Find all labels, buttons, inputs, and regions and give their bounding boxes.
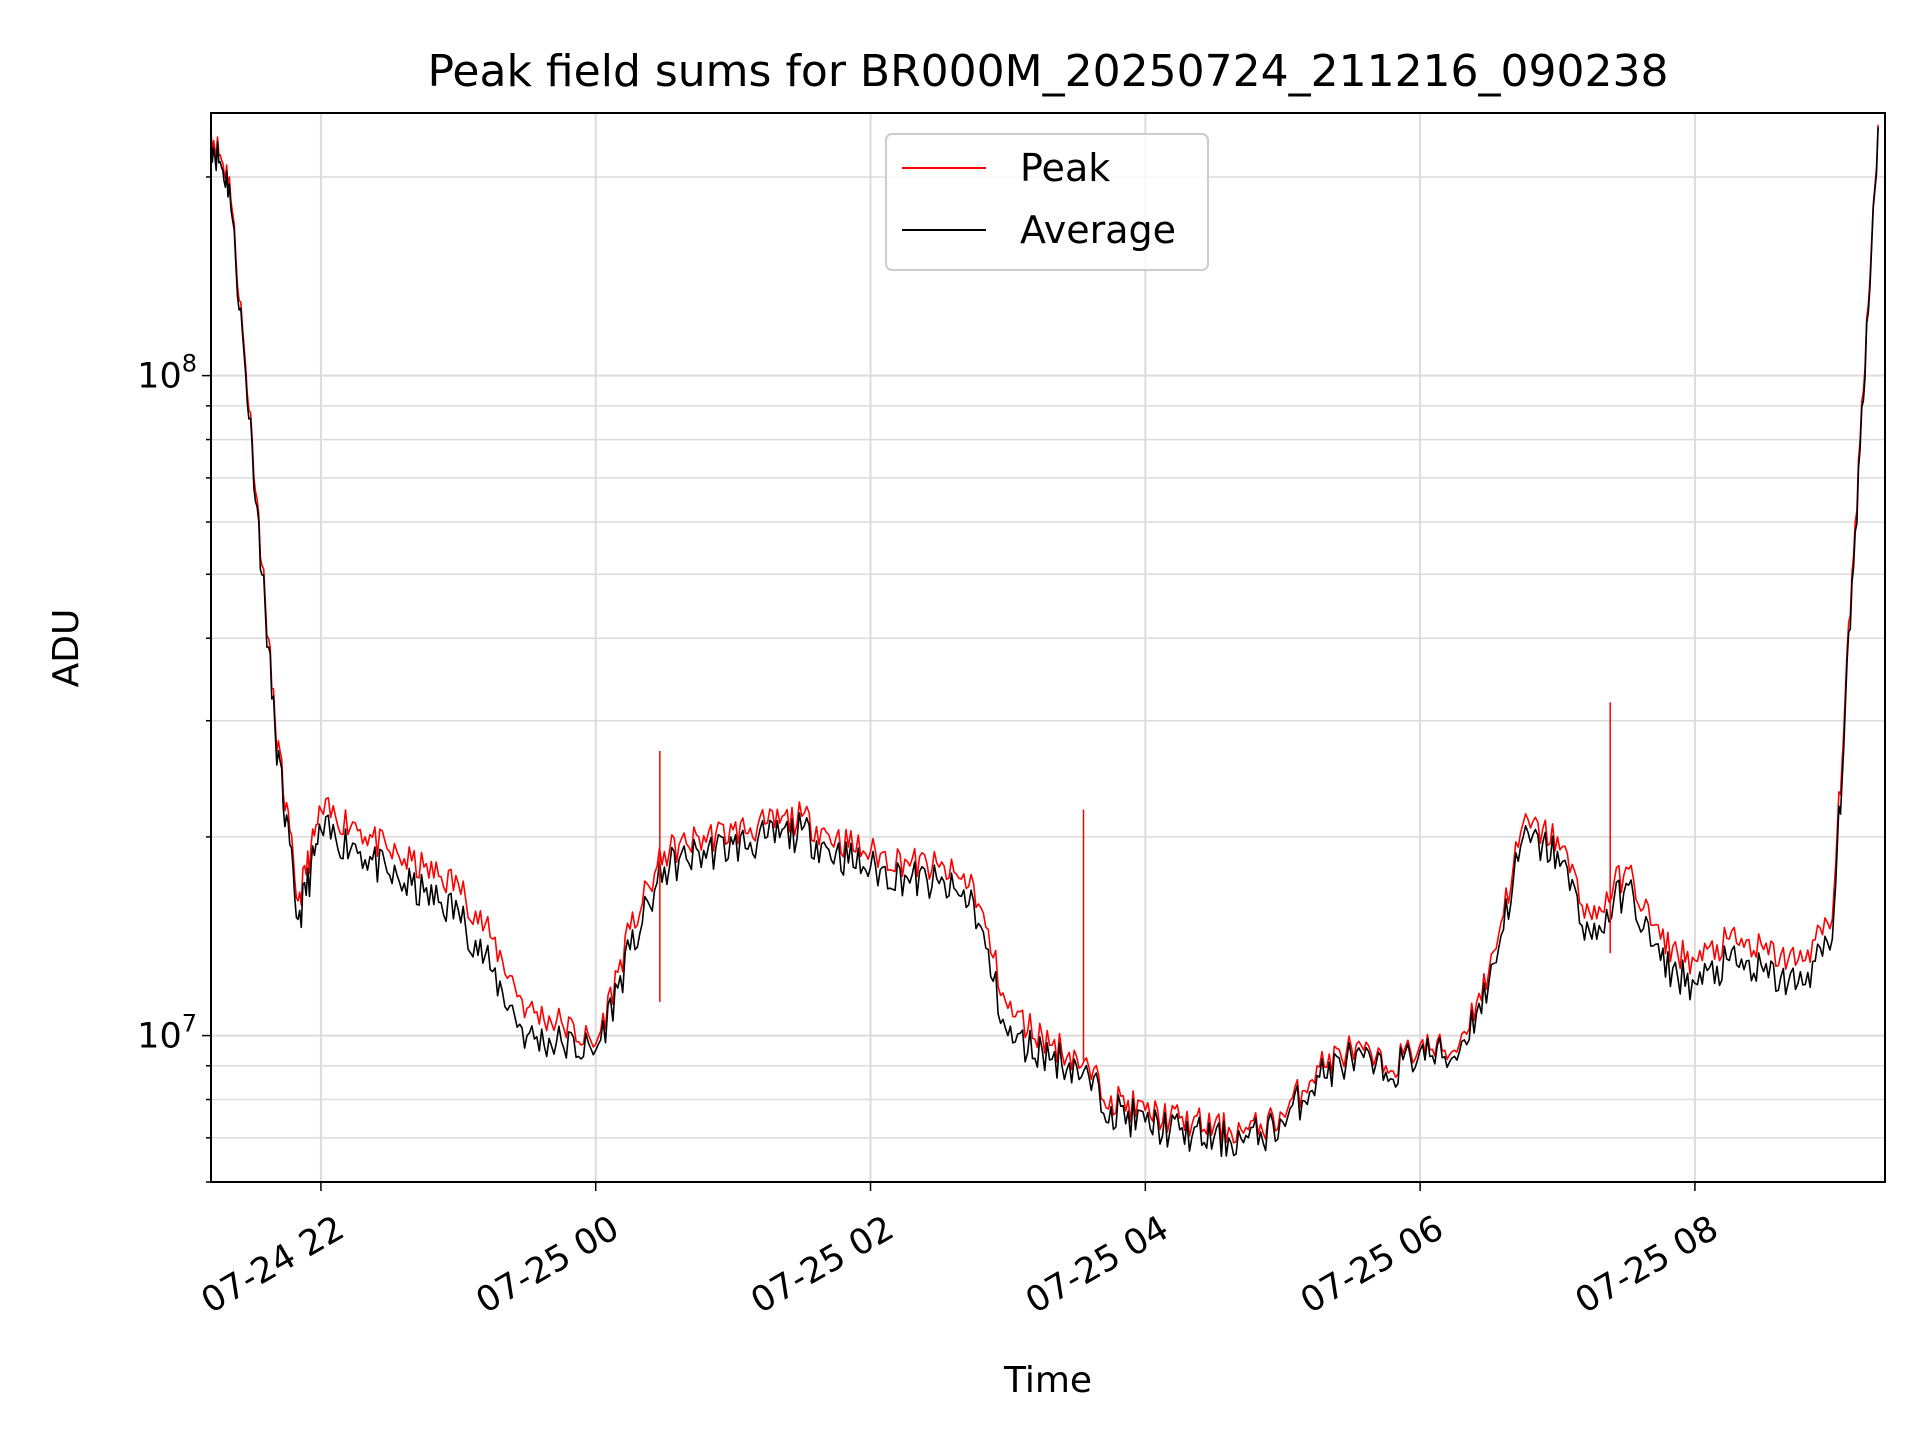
series-layer [210, 124, 1879, 1158]
y-tick-label-base: 10 [137, 357, 182, 397]
y-tick-label-exponent: 7 [182, 1010, 197, 1038]
x-axis-title: Time [1003, 1360, 1092, 1401]
chart-title: Peak field sums for BR000M_20250724_2112… [427, 46, 1668, 97]
plot-frame [210, 112, 1886, 1183]
y-tick-label-base: 10 [137, 1017, 182, 1057]
series-peak-line [210, 124, 1879, 1144]
legend-label-average: Average [1020, 208, 1176, 252]
series-average-line [210, 127, 1879, 1158]
legend: Peak Average [885, 133, 1209, 271]
y-tick-label-exponent: 8 [182, 350, 197, 378]
legend-label-peak: Peak [1020, 146, 1110, 190]
y-tick-label: 108 [137, 350, 197, 397]
y-tick-label: 107 [137, 1010, 197, 1057]
y-axis-title: ADU [46, 609, 87, 688]
